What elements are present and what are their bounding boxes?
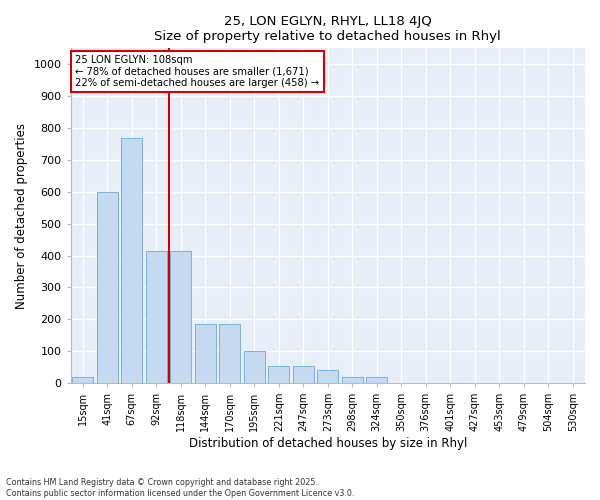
Bar	[342, 376, 362, 383]
X-axis label: Distribution of detached houses by size in Rhyl: Distribution of detached houses by size …	[188, 437, 467, 450]
Y-axis label: Number of detached properties: Number of detached properties	[15, 122, 28, 308]
Bar	[97, 192, 118, 383]
Bar	[121, 138, 142, 383]
Bar	[146, 251, 167, 383]
Text: Contains HM Land Registry data © Crown copyright and database right 2025.
Contai: Contains HM Land Registry data © Crown c…	[6, 478, 355, 498]
Bar	[367, 376, 387, 383]
Text: 25 LON EGLYN: 108sqm
← 78% of detached houses are smaller (1,671)
22% of semi-de: 25 LON EGLYN: 108sqm ← 78% of detached h…	[76, 54, 320, 88]
Bar	[73, 376, 93, 383]
Bar	[170, 251, 191, 383]
Bar	[195, 324, 216, 383]
Title: 25, LON EGLYN, RHYL, LL18 4JQ
Size of property relative to detached houses in Rh: 25, LON EGLYN, RHYL, LL18 4JQ Size of pr…	[154, 15, 501, 43]
Bar	[293, 366, 314, 383]
Bar	[317, 370, 338, 383]
Bar	[244, 351, 265, 383]
Bar	[220, 324, 240, 383]
Bar	[268, 366, 289, 383]
